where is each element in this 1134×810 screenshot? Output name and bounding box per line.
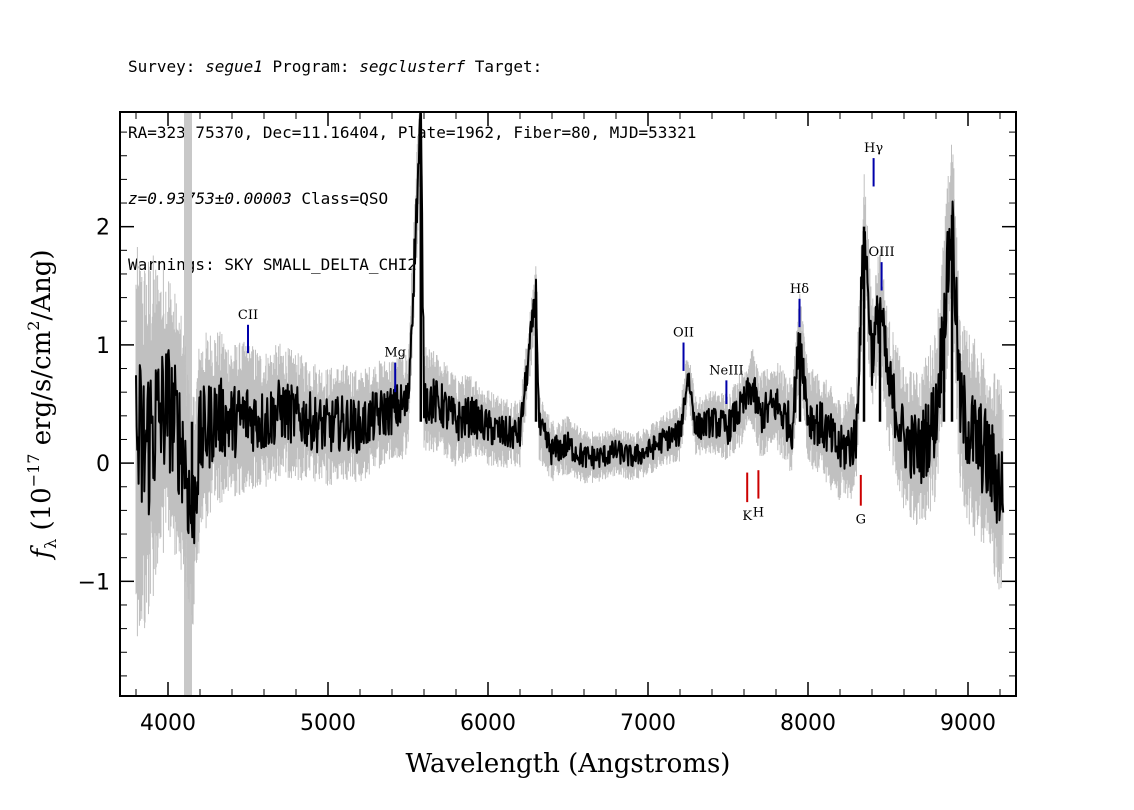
flux-series (135, 112, 1005, 545)
survey-value: segue1 (205, 57, 263, 76)
y-tick-label: −1 (78, 570, 110, 595)
survey-label: Survey: (128, 57, 206, 76)
line-marker-label: OIII (869, 245, 895, 260)
line-marker-label: OII (673, 326, 694, 341)
x-axis-label: Wavelength (Angstroms) (406, 749, 731, 779)
class-value: Class=QSO (291, 189, 389, 208)
line-marker-label: Mg (384, 346, 406, 361)
line-marker-label: Hγ (864, 141, 883, 156)
spectrum-header: Survey: segue1 Program: segclusterf Targ… (128, 12, 696, 298)
y-label-close: /Ang) (27, 249, 57, 320)
header-line-warnings: Warnings: SKY SMALL_DELTA_CHI2 (128, 255, 417, 274)
line-marker-label: NeIII (709, 363, 743, 378)
axis-ticks: 4000 5000 6000 7000 8000 9000 −1 0 1 2 (78, 112, 1016, 736)
y-label-sub: λ (41, 539, 60, 549)
header-line-redshift: z=0.93753±0.00003 Class=QSO (128, 188, 696, 210)
line-marker-label: CII (238, 308, 258, 323)
plot-area (135, 112, 1005, 696)
header-line-survey: Survey: segue1 Program: segclusterf Targ… (128, 56, 696, 78)
redshift-value: z=0.93753±0.00003 (128, 189, 292, 208)
x-tick-label: 5000 (300, 711, 356, 736)
target-label: Target: (465, 57, 543, 76)
y-label-open: (10 (27, 487, 57, 539)
x-tick-label: 6000 (460, 711, 516, 736)
line-marker-label: Hδ (790, 282, 809, 297)
y-tick-label: 1 (96, 334, 110, 359)
y-tick-label: 2 (96, 216, 110, 241)
program-value: segclusterf (359, 57, 466, 76)
x-tick-label: 8000 (780, 711, 836, 736)
line-marker-label: G (856, 513, 866, 528)
y-label-mid: erg/s/cm (27, 331, 57, 454)
y-label-exp2: 2 (24, 321, 43, 331)
y-tick-label: 0 (96, 452, 110, 477)
plot-frame (119, 111, 1017, 697)
y-label-exp1: −17 (24, 454, 43, 488)
program-label: Program: (262, 57, 360, 76)
x-tick-label: 9000 (940, 711, 996, 736)
x-tick-label: 7000 (620, 711, 676, 736)
y-axis-label: fλ (10−17 erg/s/cm2/Ang) (24, 249, 60, 560)
x-tick-label: 4000 (140, 711, 196, 736)
line-markers: CII Mg OII NeIII Hδ Hγ OIII K H G (238, 141, 895, 528)
line-marker-label: H (753, 506, 764, 521)
line-marker-label: K (742, 509, 752, 524)
